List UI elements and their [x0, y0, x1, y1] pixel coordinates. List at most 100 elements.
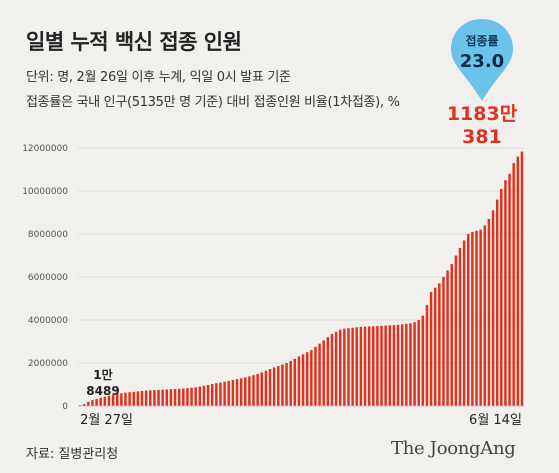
bar	[293, 358, 297, 406]
bar	[380, 325, 383, 406]
map-pin-shape	[451, 19, 513, 101]
bar	[136, 391, 140, 406]
bar	[223, 381, 226, 406]
bar	[310, 350, 313, 406]
y-axis: 0 2000000 4000000 6000000 8000000 10000000 120…	[22, 144, 68, 412]
bar	[462, 240, 466, 406]
final-total-label-line1: 1183만	[446, 103, 518, 125]
bar	[438, 283, 441, 406]
bar	[248, 376, 251, 406]
bar	[132, 391, 135, 406]
bar	[235, 379, 239, 407]
bar	[297, 356, 301, 406]
bar	[157, 389, 160, 407]
bar	[400, 324, 404, 406]
bar	[95, 398, 98, 406]
bar	[458, 247, 462, 406]
bar	[169, 389, 173, 406]
bar	[314, 346, 317, 407]
bar	[367, 326, 371, 406]
bar	[198, 386, 202, 406]
bar	[210, 384, 214, 406]
bar	[115, 393, 119, 406]
bar	[491, 210, 495, 406]
bar	[322, 340, 325, 406]
bar	[372, 326, 375, 406]
bar	[256, 373, 259, 406]
bar	[508, 173, 511, 406]
bar	[272, 367, 276, 406]
y-tick-label: 0	[62, 402, 68, 412]
bar	[388, 325, 392, 407]
bar	[396, 324, 400, 406]
bar	[182, 388, 185, 406]
bar	[165, 389, 169, 406]
bar	[87, 401, 90, 406]
x-axis: 2월 27일 6월 14일	[78, 405, 524, 428]
bar	[516, 156, 520, 406]
vaccination-rate-label: 접종률	[465, 34, 499, 48]
bar	[326, 337, 330, 406]
chart-gridlines	[78, 147, 524, 364]
bar	[173, 389, 177, 406]
x-tick-label: 6월 14일	[469, 413, 522, 428]
bar	[190, 387, 193, 406]
bar	[144, 390, 148, 406]
bar	[429, 292, 433, 406]
bar	[140, 390, 144, 406]
bar	[107, 395, 111, 406]
map-pin-icon	[451, 19, 513, 101]
bar	[475, 230, 478, 406]
bar	[376, 326, 379, 406]
chart-title: 일별 누적 백신 접종 인원	[26, 30, 242, 54]
bar	[330, 333, 334, 406]
bar	[504, 180, 507, 406]
bar	[318, 343, 321, 406]
bar	[281, 364, 284, 406]
bar	[334, 331, 338, 406]
bar	[409, 323, 412, 406]
vaccination-rate-value: 23.0	[459, 51, 505, 72]
bar	[120, 393, 123, 406]
bar	[239, 378, 243, 406]
bar	[467, 234, 470, 406]
bar	[128, 392, 131, 406]
x-tick-label: 2월 27일	[80, 413, 133, 428]
bar	[264, 370, 268, 406]
bar	[103, 396, 107, 406]
bar	[244, 377, 247, 406]
bar	[479, 229, 482, 406]
bar	[421, 315, 425, 406]
bar	[260, 372, 264, 406]
bar	[194, 387, 197, 406]
bar	[433, 287, 437, 406]
bar	[355, 327, 358, 406]
bar	[454, 255, 458, 406]
bar	[124, 392, 127, 406]
final-total-label-line2: 381	[462, 126, 502, 148]
y-tick-label: 6000000	[28, 273, 68, 283]
bar	[363, 326, 367, 406]
bar	[495, 199, 499, 406]
bar	[82, 404, 86, 406]
bar	[186, 388, 189, 406]
bar	[351, 327, 354, 406]
bar	[425, 304, 429, 406]
bar	[392, 325, 396, 406]
first-day-label-line2: 8489	[86, 384, 120, 398]
bar	[177, 388, 181, 406]
bar	[384, 325, 387, 406]
bar	[227, 380, 230, 406]
y-tick-label: 10000000	[22, 187, 68, 197]
publisher-logo: The JoongAng	[391, 438, 516, 459]
bar	[219, 382, 222, 406]
vaccination-rate-callout: 접종률 23.0	[447, 15, 517, 105]
bar	[268, 369, 272, 406]
bar	[285, 363, 288, 406]
bar	[153, 390, 156, 406]
bar	[277, 366, 280, 406]
y-tick-label: 4000000	[28, 316, 68, 326]
y-tick-label: 8000000	[28, 230, 68, 240]
bar	[338, 329, 342, 406]
bar	[520, 151, 524, 406]
